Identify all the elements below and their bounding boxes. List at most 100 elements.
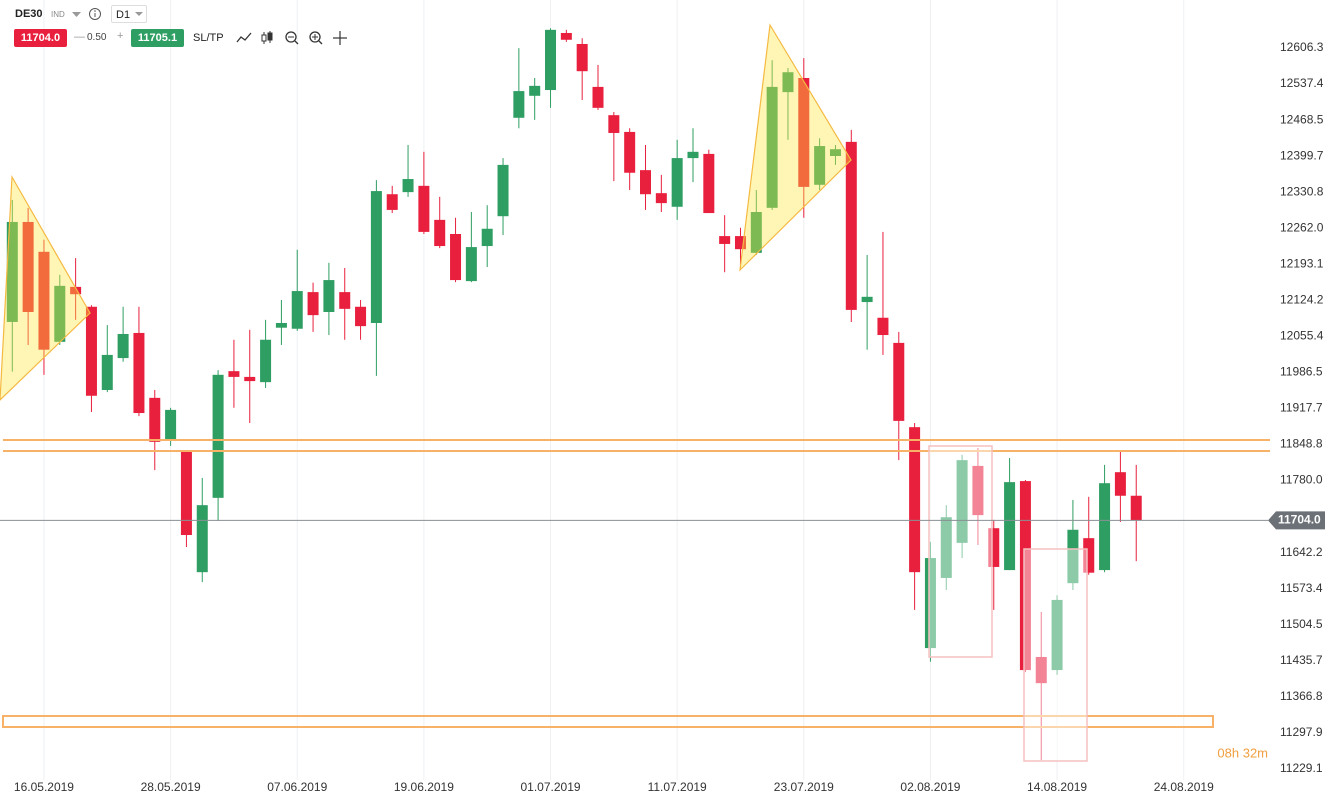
x-tick-label: 02.08.2019 <box>900 780 960 794</box>
y-tick-label: 11297.9 <box>1280 725 1323 739</box>
candle-body <box>624 131 636 173</box>
market: IND <box>51 10 65 19</box>
y-tick-label: 12124.2 <box>1280 293 1324 307</box>
candle-body <box>1083 538 1095 573</box>
x-tick-label: 28.05.2019 <box>141 780 201 794</box>
candle-body <box>244 376 256 382</box>
candle-body <box>402 179 414 193</box>
candle-body <box>560 32 572 40</box>
candle-body <box>703 153 715 214</box>
candle-body <box>101 354 113 390</box>
x-tick-label: 24.08.2019 <box>1154 780 1214 794</box>
axes: 12606.3 12537.4 12468.5 12399.7 12330.8 12262… <box>0 40 1325 794</box>
candle-body <box>545 29 557 91</box>
y-tick-label: 12262.0 <box>1280 220 1324 234</box>
dropdown-icon[interactable] <box>135 12 143 17</box>
candle-body <box>180 450 192 536</box>
symbol[interactable]: DE30 <box>15 8 43 20</box>
sell-button[interactable]: 11704.0 <box>14 29 67 47</box>
countdown: 08h 32m <box>1217 745 1268 760</box>
y-tick-label: 11366.8 <box>1280 689 1323 703</box>
y-tick-label: 11780.0 <box>1280 473 1323 487</box>
candle-body <box>450 234 462 281</box>
candle-body <box>165 409 177 440</box>
y-tick-label: 11435.7 <box>1280 653 1323 667</box>
x-tick-label: 14.08.2019 <box>1027 780 1087 794</box>
candle-body <box>418 185 430 232</box>
y-tick-label: 11642.2 <box>1280 545 1323 559</box>
candle-body <box>924 558 936 649</box>
candle-body <box>6 221 18 322</box>
candle-body <box>972 465 984 516</box>
candle-body <box>1004 482 1016 571</box>
candles <box>6 28 1142 761</box>
y-tick-label: 11986.5 <box>1280 365 1323 379</box>
plus[interactable]: + <box>117 30 124 42</box>
triangle-drawing <box>739 23 852 272</box>
candle-body <box>38 251 50 350</box>
candle-body <box>671 158 683 207</box>
y-tick-label: 12537.4 <box>1280 76 1324 90</box>
candle-body <box>149 397 161 442</box>
candle-body <box>956 460 968 543</box>
timeframe-select[interactable] <box>111 5 147 23</box>
candle-body <box>988 528 1000 567</box>
candle-body <box>829 149 841 156</box>
candle-body <box>196 505 208 573</box>
last-price-tag <box>1268 511 1325 530</box>
info-icon[interactable] <box>88 7 102 21</box>
candle-body <box>750 212 762 253</box>
candle-body <box>117 333 129 359</box>
y-tick-label: 12399.7 <box>1280 148 1324 162</box>
candle-body <box>465 247 477 282</box>
x-tick-label: 11.07.2019 <box>648 780 707 794</box>
box-drawing <box>1023 548 1088 762</box>
sltp-button[interactable]: SL/TP <box>193 32 224 44</box>
candle-body <box>386 194 398 210</box>
toolbar: DE30 IND D1 11704.0 — 0.50 + 11705.1 SL/… <box>0 0 400 52</box>
candle-body <box>133 332 145 414</box>
y-tick-label: 12330.8 <box>1280 184 1324 198</box>
candle-body <box>481 228 493 247</box>
candle-body <box>845 141 857 310</box>
last-price-label: 11704.0 <box>1278 513 1321 527</box>
minus[interactable]: — <box>74 31 85 43</box>
triangle-drawing <box>0 174 91 401</box>
y-tick-label: 11573.4 <box>1280 581 1323 595</box>
candle-body <box>655 193 667 204</box>
y-tick-label: 12055.4 <box>1280 329 1324 343</box>
candle-body <box>291 291 303 329</box>
y-tick-label: 11848.8 <box>1280 437 1323 451</box>
x-tick-label: 01.07.2019 <box>520 780 580 794</box>
zone-rect <box>2 715 1214 728</box>
candle-body <box>529 85 541 96</box>
candle-body <box>687 151 699 159</box>
y-tick-label: 12193.1 <box>1280 256 1324 270</box>
timeframe: D1 <box>116 9 131 21</box>
y-tick-label: 11229.1 <box>1280 761 1323 775</box>
buy-button[interactable]: 11705.1 <box>131 29 184 47</box>
x-tick-label: 23.07.2019 <box>774 780 834 794</box>
candle-body <box>339 292 351 309</box>
candle-body <box>212 374 224 498</box>
x-tick-label: 19.06.2019 <box>394 780 454 794</box>
box-drawing <box>928 445 993 658</box>
candle-body <box>1130 495 1142 521</box>
y-tick-label: 12606.3 <box>1280 40 1324 54</box>
toolbar-icons[interactable] <box>236 30 354 46</box>
candle-body <box>434 219 446 247</box>
dropdown-icon[interactable] <box>72 12 81 18</box>
candle-body <box>766 86 778 208</box>
candle-body <box>940 517 952 578</box>
candle-body <box>85 306 97 396</box>
candle-body <box>307 292 319 316</box>
y-tick-label: 11917.7 <box>1280 401 1323 415</box>
x-tick-label: 07.06.2019 <box>267 780 327 794</box>
candle-body <box>355 306 367 327</box>
drawings <box>0 23 1270 762</box>
candle-body <box>814 146 826 185</box>
candle-body <box>576 43 588 72</box>
candle-body <box>323 280 335 312</box>
